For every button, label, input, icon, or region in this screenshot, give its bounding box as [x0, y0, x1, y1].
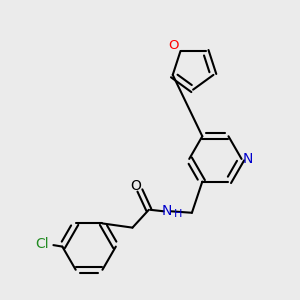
Text: H: H [173, 209, 182, 219]
Text: N: N [243, 152, 253, 166]
Text: O: O [168, 39, 179, 52]
Text: O: O [130, 179, 141, 193]
Text: Cl: Cl [35, 237, 49, 251]
Text: N: N [162, 204, 172, 218]
